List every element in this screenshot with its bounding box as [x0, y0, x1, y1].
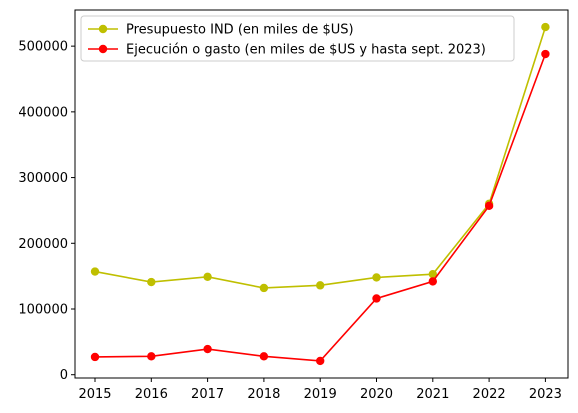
- x-tick-label: 2015: [78, 387, 111, 402]
- legend-box: [80, 15, 515, 62]
- x-tick-label: 2017: [191, 387, 224, 402]
- y-tick-label: 200000: [18, 237, 68, 252]
- series-layer: [90, 22, 550, 366]
- data-point: [203, 272, 212, 281]
- plot-area: [74, 9, 569, 379]
- y-axis: 0 100000 200000 300000 400000 500000: [18, 40, 75, 383]
- data-point: [428, 269, 437, 279]
- data-point: [541, 49, 550, 59]
- data-point: [147, 352, 156, 361]
- data-point: [541, 22, 550, 32]
- y-tick-label: 300000: [18, 171, 68, 186]
- x-tick-label: 2021: [416, 387, 449, 402]
- data-point: [484, 201, 494, 211]
- data-point: [147, 277, 156, 287]
- x-tick-label: 2023: [529, 387, 562, 402]
- legend: Presupuesto IND (en miles de $US) Ejecuci…: [80, 15, 515, 62]
- x-tick-label: 2016: [135, 387, 168, 402]
- data-point: [316, 281, 325, 290]
- x-axis: 2015 2016 2017 2018 2019 2020 2021 2022 2023: [78, 378, 562, 402]
- legend-marker: [98, 44, 108, 54]
- y-tick-label: 0: [60, 368, 68, 383]
- legend-label: Presupuesto IND (en miles de $US): [126, 23, 354, 38]
- data-point: [428, 277, 437, 286]
- data-point: [316, 356, 325, 366]
- data-point: [203, 344, 212, 354]
- series-2: [90, 49, 550, 366]
- y-tick-label: 100000: [18, 303, 68, 318]
- data-point: [90, 267, 100, 276]
- x-tick-label: 2018: [247, 387, 280, 402]
- x-tick-label: 2020: [360, 387, 393, 402]
- y-tick-label: 400000: [18, 105, 68, 120]
- data-point: [372, 294, 381, 303]
- data-point: [259, 352, 269, 361]
- series-1: [90, 22, 550, 293]
- legend-label: Ejecución o gasto (en miles de $US y has…: [126, 43, 486, 58]
- data-point: [372, 273, 381, 282]
- data-point: [259, 283, 269, 293]
- legend-marker: [98, 24, 108, 34]
- y-tick-label: 500000: [18, 40, 68, 55]
- x-tick-label: 2019: [304, 387, 337, 402]
- x-tick-label: 2022: [473, 387, 506, 402]
- data-point: [90, 352, 100, 362]
